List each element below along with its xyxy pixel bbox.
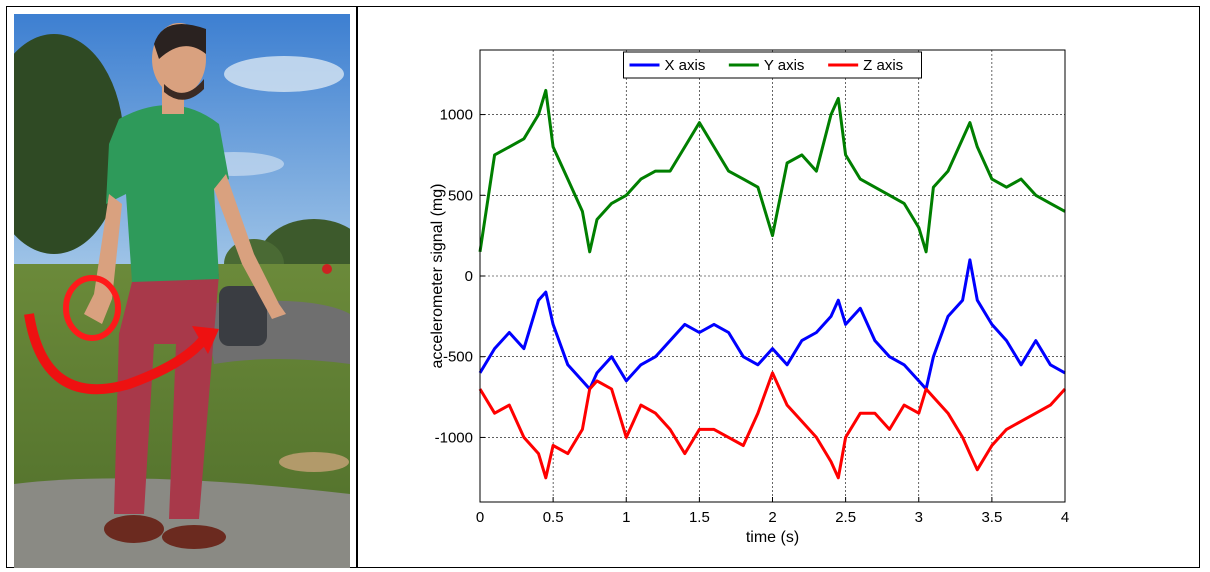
x-tick-label: 1: [622, 509, 630, 526]
y-tick-label: 0: [465, 268, 473, 285]
y-axis-label: accelerometer signal (mg): [429, 184, 446, 369]
x-tick-label: 3.5: [981, 509, 1002, 526]
x-axis-label: time (s): [746, 529, 799, 546]
x-tick-label: 4: [1061, 509, 1069, 526]
tree: [14, 34, 124, 254]
y-tick-label: 1000: [440, 107, 473, 124]
y-tick-label: -500: [443, 349, 473, 366]
green-t-shirt: [106, 105, 229, 283]
x-tick-label: 1.5: [689, 509, 710, 526]
rotation-arrow-icon: [24, 313, 208, 395]
shoe: [104, 515, 164, 543]
accelerometer-chart: 0 0.5 1 1.5 2 2.5 3 3.5 4 -1000 -500 0 500 1000 time …: [420, 40, 1110, 565]
beard: [164, 79, 204, 100]
shoe: [162, 525, 226, 549]
figure-frame: [6, 6, 1200, 568]
x-tick-label: 0: [476, 509, 484, 526]
y-tick-label: 500: [448, 187, 473, 204]
pavement: [14, 478, 350, 568]
x-tick-label: 3: [915, 509, 923, 526]
arrow-head-icon: [192, 326, 219, 354]
legend-label: Z axis: [863, 57, 903, 74]
photo-illustration: [14, 14, 350, 568]
hair: [154, 24, 206, 59]
x-tick-label: 2.5: [835, 509, 856, 526]
dirt-patch: [279, 452, 349, 472]
series-line-y-axis: [478, 88, 1066, 254]
x-tick-label: 0.5: [543, 509, 564, 526]
legend-box: [623, 51, 922, 79]
legend: X axis Y axis Z axis: [623, 51, 922, 79]
axis-ticks: 0 0.5 1 1.5 2 2.5 3 3.5 4 -1000 -500 0 500 1000: [435, 107, 1070, 526]
arm: [214, 174, 286, 319]
walking-person-photo: [14, 14, 350, 568]
car: [219, 286, 267, 346]
chart-svg: 0 0.5 1 1.5 2 2.5 3 3.5 4 -1000 -500 0 500 1000 time …: [429, 49, 1070, 546]
trousers: [114, 274, 219, 519]
series-line-z-axis: [478, 371, 1067, 480]
cloud: [224, 56, 344, 92]
series-line-x-axis: [478, 258, 1066, 391]
legend-label: Y axis: [764, 57, 805, 74]
series-lines: [478, 88, 1067, 480]
grid: [480, 50, 1065, 502]
panel-divider: [356, 6, 358, 568]
wrist-circle-icon: [63, 275, 121, 341]
x-tick-label: 2: [768, 509, 776, 526]
stop-sign: [322, 264, 332, 274]
y-tick-label: -1000: [435, 429, 473, 446]
legend-label: X axis: [665, 57, 706, 74]
